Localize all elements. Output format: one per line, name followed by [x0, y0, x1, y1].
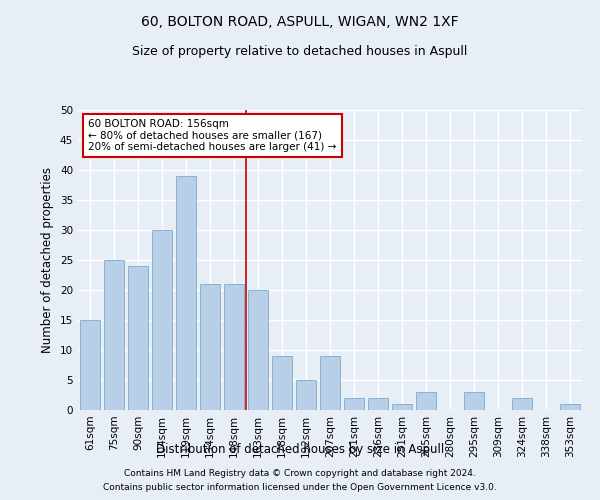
Bar — [176, 176, 196, 410]
Bar — [200, 284, 220, 410]
Bar — [416, 392, 436, 410]
Bar — [248, 290, 268, 410]
Bar — [104, 260, 124, 410]
Bar — [152, 230, 172, 410]
Bar — [464, 392, 484, 410]
Y-axis label: Number of detached properties: Number of detached properties — [41, 167, 55, 353]
Bar — [320, 356, 340, 410]
Bar — [296, 380, 316, 410]
Bar — [512, 398, 532, 410]
Bar — [392, 404, 412, 410]
Text: Contains public sector information licensed under the Open Government Licence v3: Contains public sector information licen… — [103, 484, 497, 492]
Text: 60, BOLTON ROAD, ASPULL, WIGAN, WN2 1XF: 60, BOLTON ROAD, ASPULL, WIGAN, WN2 1XF — [141, 15, 459, 29]
Bar — [368, 398, 388, 410]
Bar — [344, 398, 364, 410]
Bar — [128, 266, 148, 410]
Text: Size of property relative to detached houses in Aspull: Size of property relative to detached ho… — [133, 45, 467, 58]
Bar — [560, 404, 580, 410]
Text: Distribution of detached houses by size in Aspull: Distribution of detached houses by size … — [156, 444, 444, 456]
Bar — [272, 356, 292, 410]
Text: Contains HM Land Registry data © Crown copyright and database right 2024.: Contains HM Land Registry data © Crown c… — [124, 468, 476, 477]
Text: 60 BOLTON ROAD: 156sqm
← 80% of detached houses are smaller (167)
20% of semi-de: 60 BOLTON ROAD: 156sqm ← 80% of detached… — [88, 119, 337, 152]
Bar — [224, 284, 244, 410]
Bar — [80, 320, 100, 410]
